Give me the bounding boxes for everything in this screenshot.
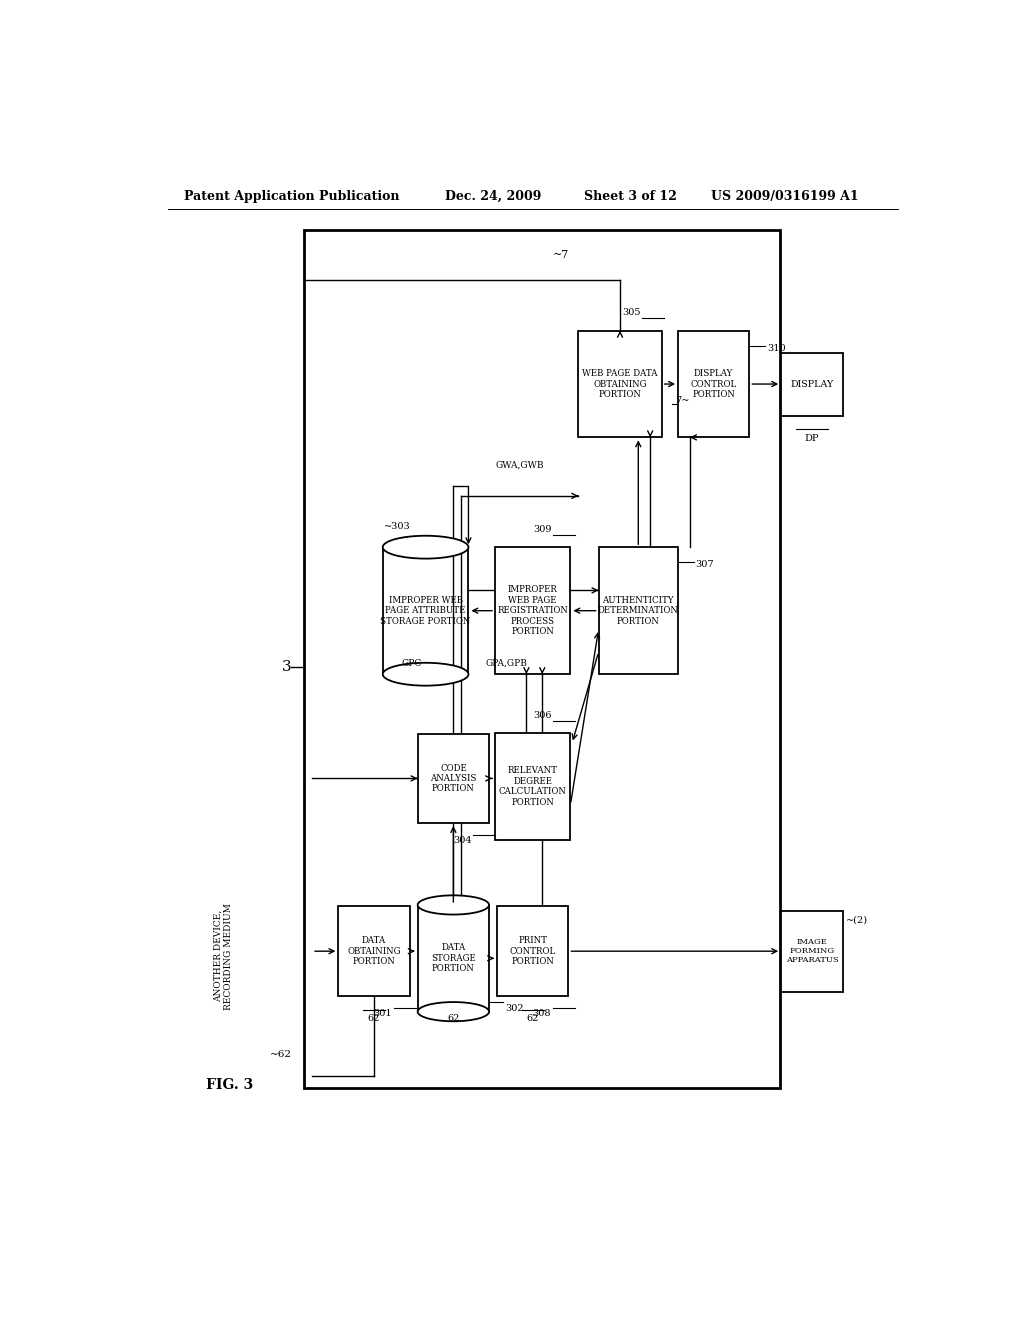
- Text: 302: 302: [505, 1003, 523, 1012]
- Text: ~62: ~62: [270, 1051, 292, 1060]
- Text: 301: 301: [374, 1008, 392, 1018]
- Ellipse shape: [383, 536, 468, 558]
- Text: GWA,GWB: GWA,GWB: [496, 461, 544, 470]
- Text: FIG. 3: FIG. 3: [206, 1078, 253, 1093]
- Text: 305: 305: [622, 309, 640, 318]
- Text: ANOTHER DEVICE,
RECORDING MEDIUM: ANOTHER DEVICE, RECORDING MEDIUM: [214, 903, 232, 1010]
- Bar: [579, 331, 662, 437]
- Text: Dec. 24, 2009: Dec. 24, 2009: [445, 190, 542, 202]
- Text: 62: 62: [368, 1014, 380, 1023]
- Bar: [495, 548, 570, 675]
- Bar: [338, 907, 410, 995]
- Text: DISPLAY
CONTROL
PORTION: DISPLAY CONTROL PORTION: [690, 370, 737, 399]
- Bar: [495, 733, 570, 840]
- Ellipse shape: [418, 895, 489, 915]
- Text: 62: 62: [526, 1014, 539, 1023]
- Text: US 2009/0316199 A1: US 2009/0316199 A1: [712, 190, 859, 202]
- Text: ~7: ~7: [552, 249, 568, 260]
- Text: DATA
OBTAINING
PORTION: DATA OBTAINING PORTION: [347, 936, 400, 966]
- Ellipse shape: [418, 1002, 489, 1022]
- Text: 308: 308: [532, 1008, 551, 1018]
- Text: IMPROPER WEB
PAGE ATTRIBUTE
STORAGE PORTION: IMPROPER WEB PAGE ATTRIBUTE STORAGE PORT…: [380, 595, 471, 626]
- Bar: [497, 907, 568, 995]
- Text: DATA
STORAGE
PORTION: DATA STORAGE PORTION: [431, 944, 476, 973]
- Text: IMPROPER
WEB PAGE
REGISTRATION
PROCESS
PORTION: IMPROPER WEB PAGE REGISTRATION PROCESS P…: [498, 585, 568, 636]
- Bar: [781, 911, 843, 991]
- Text: RELEVANT
DEGREE
CALCULATION
PORTION: RELEVANT DEGREE CALCULATION PORTION: [499, 767, 566, 807]
- Text: 309: 309: [532, 525, 551, 535]
- Text: WEB PAGE DATA
OBTAINING
PORTION: WEB PAGE DATA OBTAINING PORTION: [583, 370, 657, 399]
- Bar: [781, 352, 843, 416]
- Text: ~303: ~303: [384, 521, 411, 531]
- Ellipse shape: [383, 663, 468, 685]
- Bar: [599, 548, 678, 675]
- Text: 62: 62: [447, 1014, 460, 1023]
- Text: 3: 3: [282, 660, 292, 673]
- Text: DP: DP: [805, 434, 819, 442]
- Text: DISPLAY: DISPLAY: [791, 380, 834, 388]
- Text: ~(2): ~(2): [846, 916, 868, 924]
- Text: 304: 304: [453, 837, 472, 845]
- Bar: [678, 331, 750, 437]
- Text: GPA,GPB: GPA,GPB: [485, 659, 527, 668]
- Text: CODE
ANALYSIS
PORTION: CODE ANALYSIS PORTION: [430, 763, 476, 793]
- Text: 307: 307: [695, 561, 714, 569]
- Text: 7~: 7~: [676, 396, 690, 405]
- Text: AUTHENTICITY
DETERMINATION
PORTION: AUTHENTICITY DETERMINATION PORTION: [598, 595, 679, 626]
- Text: GPC: GPC: [401, 659, 422, 668]
- Text: Sheet 3 of 12: Sheet 3 of 12: [585, 190, 677, 202]
- Bar: [418, 734, 489, 824]
- Text: 310: 310: [767, 345, 785, 352]
- Bar: [304, 230, 780, 1089]
- Text: PRINT
CONTROL
PORTION: PRINT CONTROL PORTION: [510, 936, 556, 966]
- Text: IMAGE
FORMING
APPARATUS: IMAGE FORMING APPARATUS: [785, 939, 839, 965]
- Text: Patent Application Publication: Patent Application Publication: [183, 190, 399, 202]
- Text: 306: 306: [532, 711, 551, 719]
